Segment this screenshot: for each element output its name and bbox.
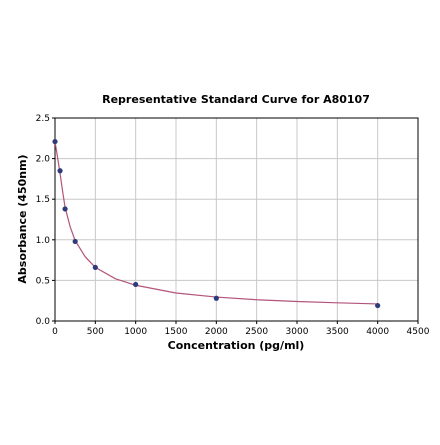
- x-tick-label: 4000: [366, 327, 389, 337]
- data-point: [375, 302, 381, 309]
- y-tick-label: 1.5: [36, 195, 50, 205]
- grid-layer: [54, 117, 419, 322]
- y-tick-label: 2.0: [36, 155, 51, 165]
- y-tick-label: 0.5: [36, 276, 50, 286]
- data-point: [133, 281, 139, 288]
- x-tick-label: 2000: [205, 327, 228, 337]
- data-point: [213, 295, 219, 301]
- data-point: [57, 168, 63, 174]
- chart-title: Representative Standard Curve for A80107: [102, 93, 370, 106]
- data-point: [72, 238, 78, 245]
- y-tick-label: 1.0: [36, 236, 51, 246]
- y-axis-label: Absorbance (450nm): [16, 154, 29, 283]
- point-layer: [52, 138, 381, 309]
- x-tick-label: 2500: [245, 327, 268, 337]
- x-axis-label: Concentration (pg/ml): [168, 339, 305, 352]
- x-tick-label: 1500: [165, 327, 188, 337]
- x-tick-label: 500: [87, 327, 104, 337]
- x-tick-label: 3500: [326, 327, 349, 337]
- x-tick-label: 1000: [124, 327, 147, 337]
- data-point: [92, 264, 98, 271]
- y-tick-label: 2.5: [36, 114, 50, 124]
- y-tick-label: 0.0: [36, 317, 51, 327]
- plot-frame: [54, 117, 419, 322]
- x-tick-label: 0: [52, 327, 58, 337]
- data-point: [52, 138, 58, 145]
- data-point: [62, 206, 68, 212]
- tick-layer: 0 500 1000 1500 2000 2500 3000 3500 4000 4500 0.0 0…: [36, 114, 430, 337]
- x-tick-label: 3000: [286, 327, 309, 337]
- x-tick-label: 4500: [407, 327, 430, 337]
